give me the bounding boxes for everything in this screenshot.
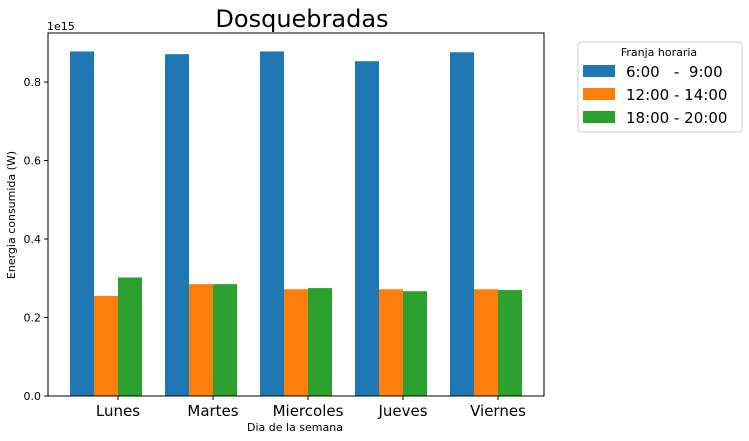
bar [284, 289, 308, 396]
y-tick-label: 0.0 [24, 390, 42, 403]
y-tick-label: 0.8 [24, 76, 42, 89]
bar [260, 51, 284, 396]
bar [498, 290, 522, 396]
bar [118, 277, 142, 396]
bar [450, 52, 474, 397]
bar [213, 284, 237, 396]
legend-swatch [583, 111, 615, 123]
y-tick-label: 0.4 [24, 233, 42, 246]
y-axis-label: Energia consumida (W) [5, 151, 18, 279]
legend-items: 6:00 - 9:00 12:00 - 14:00 18:00 - 20:00 [583, 63, 727, 127]
bar [189, 284, 213, 396]
y-axis: 0.0 0.2 0.4 0.6 0.8 [24, 76, 48, 403]
legend: Franja horaria 6:00 - 9:00 12:00 - 14:00 1… [577, 41, 743, 133]
bar [474, 289, 498, 396]
chart-title: Dosquebradas [215, 5, 388, 33]
bar [379, 289, 403, 396]
bar [403, 291, 427, 396]
legend-label: 12:00 - 14:00 [626, 86, 727, 104]
bar [70, 51, 94, 396]
y-offset-label: 1e15 [47, 20, 75, 33]
bar [165, 54, 189, 397]
legend-frame [577, 41, 743, 133]
x-axis-label: Dia de la semana [247, 421, 343, 434]
legend-title: Franja horaria [621, 46, 697, 59]
bar [308, 288, 332, 396]
x-tick-label: Martes [187, 402, 238, 420]
y-tick-label: 0.2 [24, 312, 42, 325]
bar [355, 61, 379, 397]
legend-label: 18:00 - 20:00 [626, 109, 727, 127]
x-axis: Lunes Martes Miercoles Jueves Viernes [96, 396, 526, 420]
x-tick-label: Jueves [377, 402, 427, 420]
bars-group [70, 51, 522, 397]
x-tick-label: Lunes [96, 402, 140, 420]
plot-area [47, 32, 545, 397]
y-tick-label: 0.6 [24, 155, 42, 168]
bar [94, 295, 118, 396]
legend-swatch [583, 88, 615, 100]
legend-label: 6:00 - 9:00 [626, 63, 723, 81]
x-tick-label: Viernes [470, 402, 526, 420]
legend-swatch [583, 65, 615, 77]
x-tick-label: Miercoles [273, 402, 344, 420]
